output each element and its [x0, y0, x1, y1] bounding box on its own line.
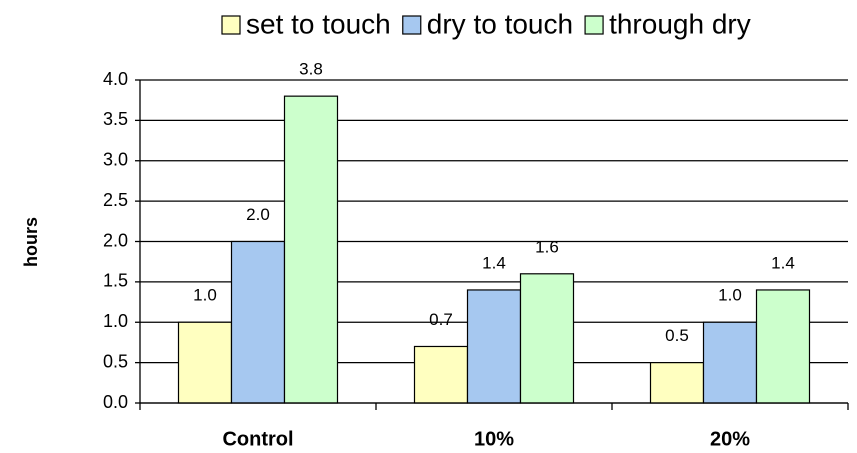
bar [649, 362, 705, 404]
y-tick-label: 2.0 [103, 230, 128, 250]
bar [283, 95, 339, 404]
data-label: 1.6 [535, 237, 559, 256]
x-tick-label: 20% [710, 428, 750, 450]
data-label: 3.8 [299, 60, 323, 79]
bar [519, 273, 575, 404]
data-label: 0.5 [665, 326, 689, 345]
y-tick-label: 0.5 [103, 351, 128, 371]
y-tick-label: 1.0 [103, 311, 128, 331]
bar [755, 289, 811, 404]
bar [702, 321, 758, 404]
y-tick-label: 1.5 [103, 271, 128, 291]
y-tick-label: 3.0 [103, 150, 128, 170]
data-label: 0.7 [429, 310, 453, 329]
legend-swatch [402, 15, 422, 35]
bar [466, 289, 522, 404]
bar [230, 240, 286, 404]
y-tick-label: 4.0 [103, 69, 128, 89]
y-tick-label: 0.0 [103, 392, 128, 412]
data-label: 2.0 [246, 205, 270, 224]
legend-label: through dry [609, 8, 751, 39]
y-tick-label: 3.5 [103, 109, 128, 129]
data-label: 1.0 [193, 286, 217, 305]
data-label: 1.4 [482, 253, 506, 272]
legend-label: set to touch [246, 8, 391, 39]
legend-label: dry to touch [427, 8, 573, 39]
data-label: 1.0 [718, 286, 742, 305]
y-tick-label: 2.5 [103, 190, 128, 210]
y-axis-label: hours [21, 217, 41, 267]
legend-swatch [584, 15, 604, 35]
data-label: 1.4 [771, 253, 795, 272]
x-tick-label: 10% [474, 428, 514, 450]
bar [413, 345, 469, 404]
legend-swatch [221, 15, 241, 35]
x-tick-label: Control [222, 428, 293, 450]
bar [177, 321, 233, 404]
